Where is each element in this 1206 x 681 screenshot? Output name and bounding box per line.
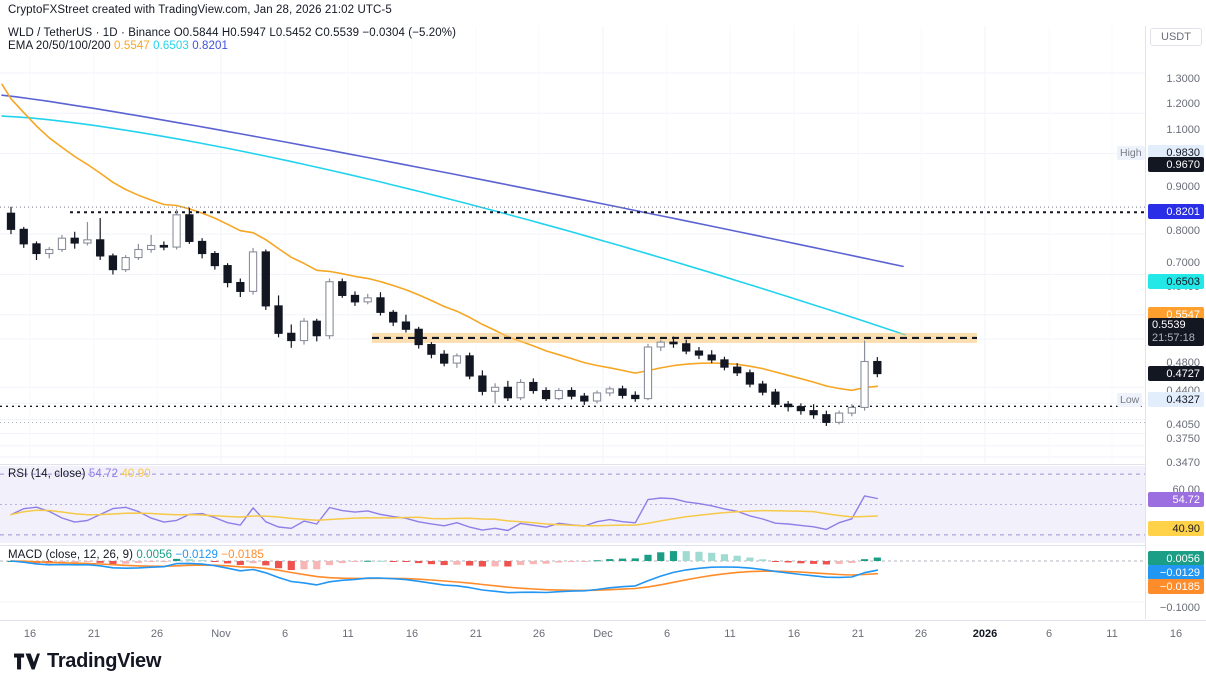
time-tick: 26: [150, 628, 164, 640]
time-tick: 26: [532, 628, 546, 640]
price-tick: 1.2000: [1166, 98, 1200, 110]
price-tick: −0.1000: [1159, 602, 1200, 614]
price-tick: 0.7000: [1166, 257, 1200, 269]
macd-legend-title: MACD (close, 12, 26, 9): [8, 549, 134, 561]
price-chart-svg: [0, 26, 1145, 463]
pane-divider-macd: [0, 545, 1206, 546]
pane-divider-rsi: [0, 464, 1206, 465]
macd-chart-svg: [0, 551, 1145, 603]
price-scale[interactable]: USDT 1.3000 1.2000 1.1000 0.9000 0.8000 0.700…: [1145, 26, 1206, 619]
price-tick: 0.4050: [1166, 419, 1200, 431]
current-price-badge: 0.5539 21:57:18: [1148, 318, 1204, 346]
price-badge: −0.0185: [1148, 579, 1204, 594]
price-extreme-tag: High: [1117, 146, 1145, 160]
time-tick: 6: [663, 628, 671, 640]
rsi-ma-value: 40.90: [121, 468, 151, 480]
time-tick: 21: [469, 628, 483, 640]
time-tick: 16: [23, 628, 37, 640]
footer-branding: TradingView: [14, 650, 161, 673]
tradingview-wordmark: TradingView: [47, 650, 162, 672]
rsi-legend: RSI (14, close) 54.72 40.90: [8, 468, 151, 480]
price-badge: 0.0056: [1148, 551, 1204, 566]
rsi-legend-title: RSI (14, close): [8, 468, 86, 480]
attribution-text: CryptoFXStreet created with TradingView.…: [8, 4, 392, 16]
price-badge: −0.0129: [1148, 565, 1204, 580]
rsi-pane[interactable]: [0, 466, 1145, 543]
ema100-value: 0.6503: [153, 40, 189, 52]
price-badge: 0.4727: [1148, 366, 1204, 381]
ema-legend-title: EMA 20/50/100/200: [8, 40, 111, 52]
macd-hist-value: 0.0056: [136, 549, 173, 561]
macd-pane[interactable]: [0, 547, 1145, 619]
ema20-value: 0.5547: [114, 40, 150, 52]
current-price-time: 21:57:18: [1152, 332, 1195, 344]
time-tick: 11: [724, 628, 736, 640]
price-badge: 0.6503: [1148, 274, 1204, 289]
time-tick: 11: [1106, 628, 1118, 640]
price-badge: 0.9830: [1148, 145, 1204, 160]
time-tick: 16: [1169, 628, 1183, 640]
ema200-value: 0.8201: [192, 40, 228, 52]
time-axis[interactable]: 16 21 26 Nov 6 11 16 21 26 Dec 6 11 16 21 26 2026 6 11 16: [0, 620, 1206, 646]
price-tick: 0.9000: [1166, 181, 1200, 193]
price-pane[interactable]: [0, 26, 1145, 463]
time-tick: 21: [87, 628, 101, 640]
macd-line-value: −0.0129: [175, 549, 218, 561]
price-badge: 54.72: [1148, 492, 1204, 507]
price-badge: 0.9670: [1148, 157, 1204, 172]
tradingview-logo-icon: [14, 653, 40, 670]
price-tick: 1.1000: [1166, 124, 1200, 136]
time-tick: Nov: [211, 628, 231, 640]
macd-signal-value: −0.0185: [221, 549, 264, 561]
rsi-chart-svg: [0, 466, 1145, 543]
current-price-value: 0.5539: [1152, 319, 1186, 331]
price-tick: 0.8000: [1166, 225, 1200, 237]
price-tick: 0.3470: [1166, 457, 1200, 469]
time-tick: 11: [342, 628, 354, 640]
time-tick: 16: [405, 628, 419, 640]
time-tick: 2026: [972, 628, 998, 640]
ema-legend: EMA 20/50/100/200 0.5547 0.6503 0.8201: [8, 40, 228, 52]
price-badge: 0.8201: [1148, 204, 1204, 219]
price-tick: 1.3000: [1166, 73, 1200, 85]
time-tick: 6: [1045, 628, 1053, 640]
rsi-value: 54.72: [88, 468, 119, 480]
time-tick: 26: [914, 628, 928, 640]
macd-legend: MACD (close, 12, 26, 9) 0.0056 −0.0129 −…: [8, 549, 264, 561]
price-badge: 0.4327: [1148, 392, 1204, 407]
symbol-legend: WLD / TetherUS · 1D · Binance O0.5844 H0…: [8, 27, 457, 39]
time-tick: 21: [851, 628, 865, 640]
price-tick: 0.3750: [1166, 433, 1200, 445]
time-tick: 16: [787, 628, 801, 640]
price-badge: 40.90: [1148, 521, 1204, 536]
price-extreme-tag: Low: [1117, 393, 1143, 407]
time-tick: Dec: [593, 628, 613, 640]
price-scale-unit: USDT: [1150, 28, 1202, 46]
time-tick: 6: [281, 628, 289, 640]
